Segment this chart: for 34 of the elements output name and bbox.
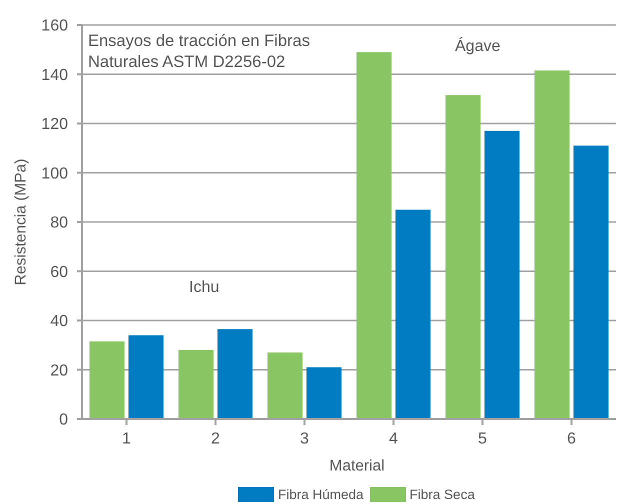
y-tick-label: 0 bbox=[59, 412, 68, 429]
bar bbox=[128, 335, 164, 419]
annotation: Ágave bbox=[455, 38, 500, 56]
bar bbox=[534, 70, 570, 419]
y-axis-title: Resistencia (MPa) bbox=[12, 158, 30, 286]
bar bbox=[178, 350, 214, 419]
x-axis-title: Material bbox=[329, 458, 385, 474]
annotation: Ichu bbox=[189, 279, 220, 297]
y-tick-label: 120 bbox=[41, 116, 68, 134]
x-tick-label: 1 bbox=[122, 430, 132, 448]
x-tick-label: 5 bbox=[478, 430, 488, 448]
x-tick-label: 2 bbox=[211, 430, 220, 448]
y-tick-label: 60 bbox=[50, 264, 68, 281]
bar bbox=[306, 367, 342, 419]
y-tick-label: 40 bbox=[50, 313, 68, 330]
bar bbox=[484, 130, 520, 419]
text: Ensayos de tracción en Fibras Naturales ASTM D2256-02 bbox=[88, 31, 311, 73]
bar bbox=[356, 52, 392, 419]
legend-label: Fibra Seca bbox=[410, 486, 475, 502]
y-tick-label: 20 bbox=[50, 362, 68, 380]
y-tick-label: 100 bbox=[41, 165, 68, 182]
x-tick-label: 4 bbox=[389, 430, 398, 448]
bar bbox=[445, 95, 480, 419]
x-tick-label: 6 bbox=[567, 430, 576, 448]
y-tick-label: 160 bbox=[41, 18, 68, 35]
bar bbox=[89, 341, 124, 419]
y-tick-label: 140 bbox=[41, 66, 68, 84]
bar bbox=[217, 329, 252, 419]
bar bbox=[267, 352, 302, 419]
legend-label: Fibra Húmeda bbox=[278, 486, 364, 502]
y-tick-label: 80 bbox=[50, 214, 68, 232]
bar bbox=[395, 210, 430, 419]
bar bbox=[573, 146, 608, 419]
x-tick-label: 3 bbox=[300, 430, 310, 448]
